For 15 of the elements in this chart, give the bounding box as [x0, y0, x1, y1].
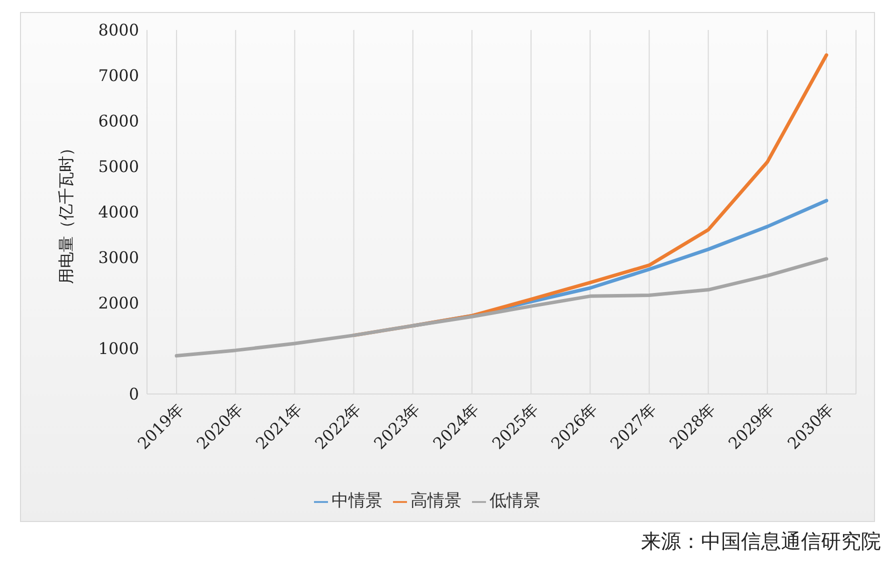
legend-label: 中情景 [332, 491, 382, 511]
y-tick-label: 4000 [98, 202, 139, 222]
line-series [174, 257, 828, 358]
y-tick-label: 2000 [98, 294, 139, 313]
y-tick-label: 8000 [98, 20, 139, 40]
y-tick-label: 1000 [98, 339, 139, 358]
y-tick-label: 6000 [98, 112, 139, 131]
source-note: 来源：中国信息通信研究院 [641, 528, 881, 555]
y-axis-title: 用电量（亿千瓦时） [56, 140, 76, 284]
y-tick-label: 7000 [98, 66, 139, 86]
legend-label: 低情景 [490, 491, 540, 511]
y-tick-label: 3000 [98, 248, 139, 268]
y-tick-label: 0 [128, 384, 139, 404]
y-tick-label: 5000 [98, 157, 139, 176]
legend-label: 高情景 [410, 491, 462, 511]
